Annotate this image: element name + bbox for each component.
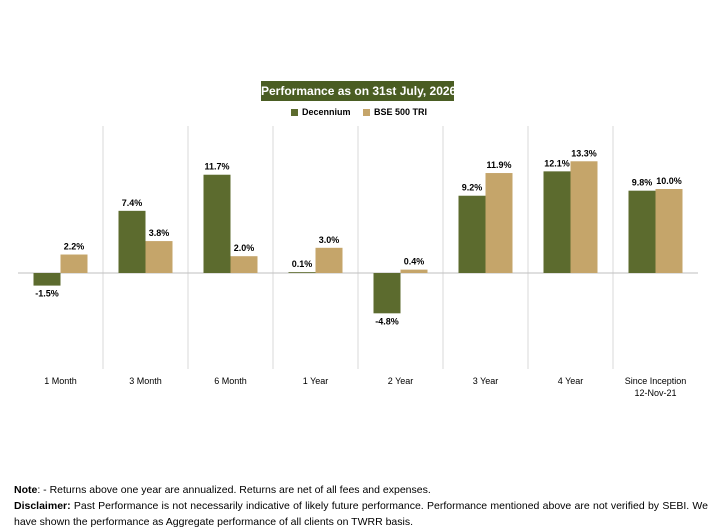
data-label: -1.5% <box>35 289 59 299</box>
legend-swatch-bse500 <box>363 108 370 116</box>
data-label: 13.3% <box>571 148 597 158</box>
category-label: 3 Year <box>473 376 499 386</box>
category-label: 1 Year <box>303 376 329 386</box>
bar-decennium <box>203 174 231 273</box>
note-text: : - Returns above one year are annualize… <box>37 484 431 496</box>
bar-bse500 <box>60 254 88 273</box>
data-label: 11.9% <box>486 160 511 170</box>
bar-decennium <box>288 272 316 273</box>
bar-bse500 <box>655 189 683 273</box>
bar-bse500 <box>145 241 173 273</box>
data-label: 12.1% <box>544 158 570 168</box>
data-label: 3.8% <box>149 228 170 238</box>
data-label: 9.2% <box>462 183 483 193</box>
category-label: 3 Month <box>129 376 162 386</box>
data-label: 2.0% <box>234 243 255 253</box>
data-label: 0.1% <box>292 259 313 269</box>
category-label: 2 Year <box>388 376 414 386</box>
category-label: 4 Year <box>558 376 584 386</box>
note-label: Note <box>14 484 38 496</box>
data-label: 7.4% <box>122 198 143 208</box>
bar-decennium <box>628 190 656 273</box>
bar-decennium <box>373 273 401 314</box>
chart-title: Performance as on 31st July, 2026 <box>261 81 456 101</box>
category-label: 6 Month <box>214 376 247 386</box>
category-label: 1 Month <box>44 376 77 386</box>
legend-swatch-decennium <box>290 108 298 116</box>
legend-item-bse500: BSE 500 TRI <box>363 107 427 117</box>
data-label: -4.8% <box>375 316 399 326</box>
footnotes: Note: - Returns above one year are annua… <box>14 482 708 530</box>
legend-label-bse500: BSE 500 TRI <box>374 107 428 117</box>
legend-label-decennium: Decennium <box>301 107 351 117</box>
bar-decennium <box>543 171 571 273</box>
data-label: 9.8% <box>632 178 653 188</box>
disclaimer-text: Past Performance is not necessarily indi… <box>14 500 708 528</box>
legend-item-decennium: Decennium <box>290 107 351 117</box>
chart-legend: Decennium BSE 500 TRI <box>0 107 718 118</box>
data-label: 3.0% <box>319 235 340 245</box>
bar-decennium <box>33 273 61 286</box>
note-line: Note: - Returns above one year are annua… <box>14 482 708 498</box>
bar-bse500 <box>570 161 598 273</box>
category-label: Since Inception <box>625 376 687 386</box>
data-label: 11.7% <box>204 162 229 172</box>
bar-bse500 <box>400 269 428 273</box>
data-label: 2.2% <box>64 242 85 252</box>
category-label: 12-Nov-21 <box>634 388 676 398</box>
data-label: 10.0% <box>656 176 682 186</box>
disclaimer-line: Disclaimer: Past Performance is not nece… <box>14 498 708 530</box>
bar-decennium <box>458 195 486 273</box>
bar-bse500 <box>230 256 258 273</box>
bar-bse500 <box>315 247 343 273</box>
bar-decennium <box>118 210 146 273</box>
data-label: 0.4% <box>404 257 425 267</box>
bar-bse500 <box>485 173 513 273</box>
disclaimer-label: Disclaimer: <box>14 500 71 512</box>
